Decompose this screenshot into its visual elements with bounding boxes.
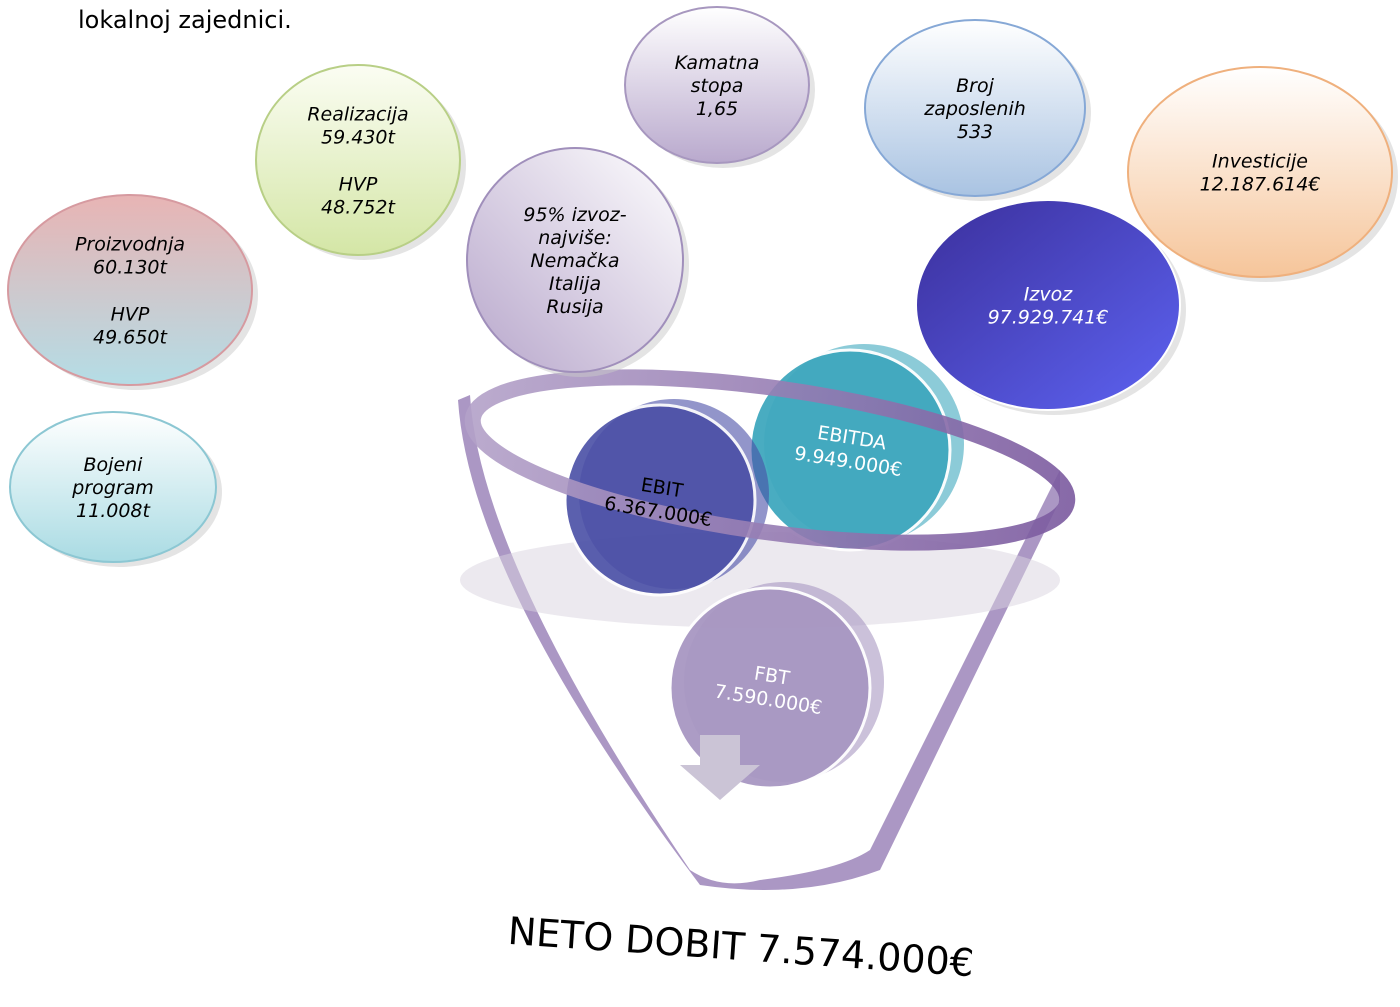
down-arrow xyxy=(680,735,760,800)
bubble-label: 59.430t xyxy=(321,127,396,149)
bubble xyxy=(864,19,1086,197)
funnel-circle xyxy=(563,403,757,597)
bubble-label: 533 xyxy=(957,121,993,143)
bubble-label: stopa xyxy=(691,75,744,97)
bubble-label: Proizvodnja xyxy=(75,234,185,256)
bubble-label: 1,65 xyxy=(696,98,738,120)
bubble-label: 12.187.614€ xyxy=(1200,174,1321,196)
bubble-label: najviše: xyxy=(538,227,611,249)
bubble-label: zaposlenih xyxy=(923,98,1026,120)
funnel-ring xyxy=(464,369,1076,551)
funnel-circle xyxy=(748,348,952,552)
bubble xyxy=(915,199,1181,411)
intro-text: lokalnoj zajednici. xyxy=(78,6,292,34)
bubble-label: Nemačka xyxy=(530,250,619,272)
bubble-label: Izvoz xyxy=(1024,284,1073,306)
bubble xyxy=(624,6,810,164)
bubble xyxy=(255,64,461,256)
bubble-label: HVP xyxy=(339,174,378,196)
bubble xyxy=(1127,66,1393,278)
bubble-label: 95% izvoz- xyxy=(523,204,626,226)
bubble-label: Italija xyxy=(549,273,601,295)
bubble-label: 11.008t xyxy=(76,500,151,522)
bubble xyxy=(9,411,217,563)
bubble-label: 48.752t xyxy=(321,197,396,219)
bubble-label: 60.130t xyxy=(93,257,168,279)
bubble-label: Rusija xyxy=(546,296,603,318)
result-text: NETO DOBIT 7.574.000€ xyxy=(506,909,975,985)
bubble-label: program xyxy=(71,477,154,499)
bubble-label: Bojeni xyxy=(84,454,144,476)
bubble-label: 49.650t xyxy=(93,327,168,349)
bubble-label: Broj xyxy=(956,75,994,97)
bubble-label: Realizacija xyxy=(307,104,408,126)
bubble-label: Investicije xyxy=(1212,151,1308,173)
bubble-label: HVP xyxy=(111,304,150,326)
bubble xyxy=(466,147,684,373)
bubble-label: 97.929.741€ xyxy=(988,307,1109,329)
bubble xyxy=(7,194,253,386)
bubble-label: Kamatna xyxy=(675,52,760,74)
